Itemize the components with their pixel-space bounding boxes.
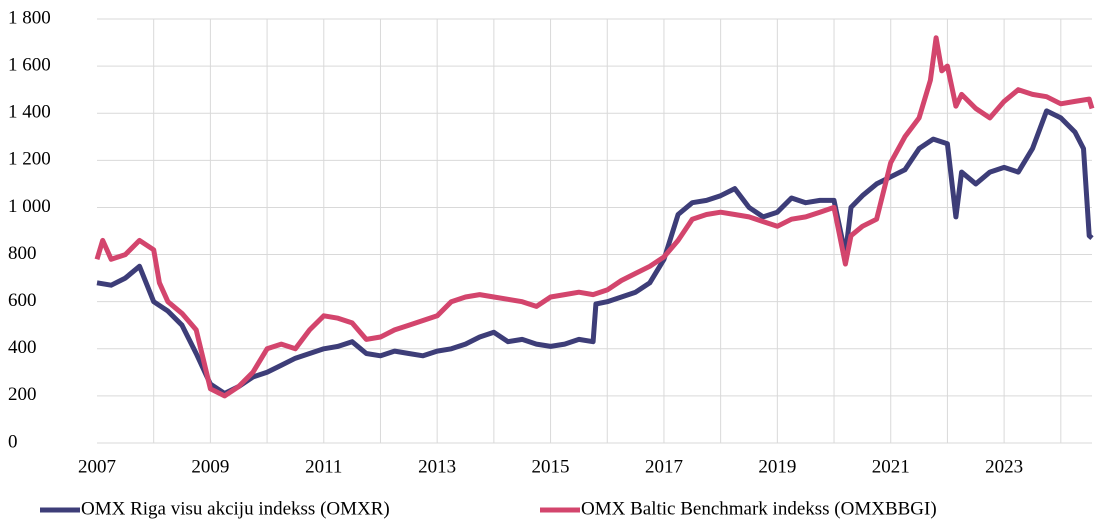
x-tick-label: 2007 (78, 456, 116, 477)
x-tick-label: 2015 (532, 456, 570, 477)
x-tick-label: 2021 (872, 456, 910, 477)
line (94, 35, 1095, 399)
x-tick-label: 2023 (985, 456, 1023, 477)
y-tick-label: 1 600 (8, 54, 51, 75)
x-tick-label: 2009 (191, 456, 229, 477)
y-tick-label: 200 (8, 384, 37, 405)
legend-label: OMX Riga visu akciju indekss (OMXR) (81, 498, 390, 519)
y-tick-label: 400 (8, 337, 37, 358)
x-tick-label: 2017 (645, 456, 683, 477)
y-tick-label: 1 000 (8, 196, 51, 217)
x-tick-label: 2013 (418, 456, 456, 477)
y-tick-label: 800 (8, 243, 37, 264)
x-tick-label: 2011 (305, 456, 342, 477)
line (96, 108, 1094, 396)
y-tick-label: 600 (8, 290, 37, 311)
y-tick-label: 1 400 (8, 102, 51, 123)
y-tick-label: 1 200 (8, 149, 51, 170)
legend-label: OMX Baltic Benchmark indekss (OMXBBGI) (581, 498, 937, 519)
y-tick-label: 1 800 (8, 7, 51, 28)
y-tick-label: 0 (8, 431, 18, 452)
x-tick-label: 2019 (758, 456, 796, 477)
